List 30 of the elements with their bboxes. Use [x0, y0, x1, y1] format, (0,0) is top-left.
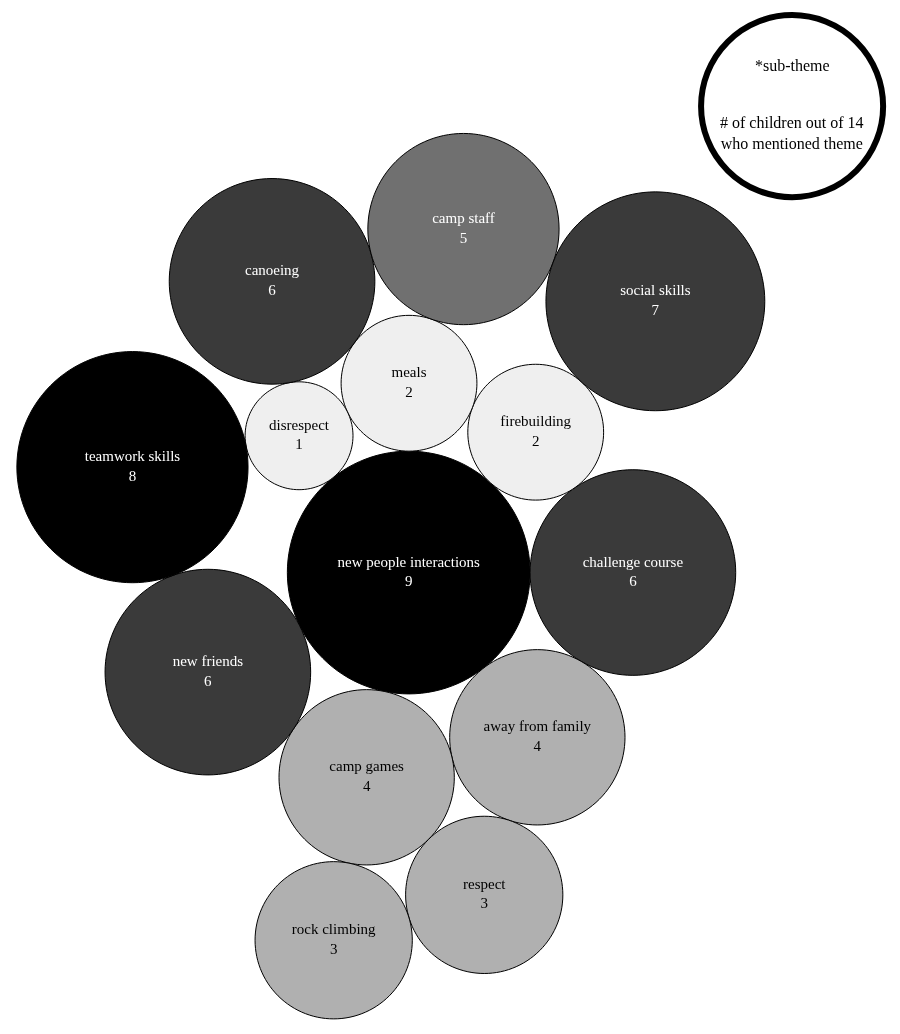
category-label: away from family — [483, 718, 592, 735]
data-label: 5 — [459, 229, 468, 246]
category-label: rock climbing — [291, 921, 377, 938]
text: *sub-theme — [755, 57, 830, 74]
category-label: respect — [462, 875, 507, 892]
data-label: 2 — [405, 383, 413, 400]
text: # of children out of 14 who mentioned theme — [720, 114, 864, 152]
category-label: meals — [391, 364, 427, 381]
category-label: social skills — [620, 282, 691, 299]
category-label: teamwork skills — [84, 448, 181, 465]
data-label: 8 — [128, 467, 137, 484]
category-label: canoeing — [244, 262, 300, 279]
data-label: 3 — [329, 940, 338, 957]
data-label: 7 — [651, 301, 660, 318]
category-label: firebuilding — [500, 413, 572, 430]
data-label: 2 — [531, 432, 540, 449]
data-label: 4 — [362, 777, 371, 794]
data-label: 4 — [533, 737, 542, 754]
data-label: 3 — [480, 895, 488, 912]
data-label: 6 — [629, 573, 638, 590]
category-label: camp staff — [432, 210, 495, 227]
data-label: 6 — [268, 281, 277, 298]
category-label: new people interactions — [337, 553, 481, 570]
data-label: 1 — [295, 436, 303, 453]
category-label: challenge course — [582, 553, 684, 570]
category-label: new friends — [172, 653, 244, 670]
category-label: camp games — [329, 758, 405, 775]
category-label: disrespect — [269, 416, 330, 433]
data-label: 9 — [404, 573, 413, 590]
data-label: 6 — [204, 672, 213, 689]
